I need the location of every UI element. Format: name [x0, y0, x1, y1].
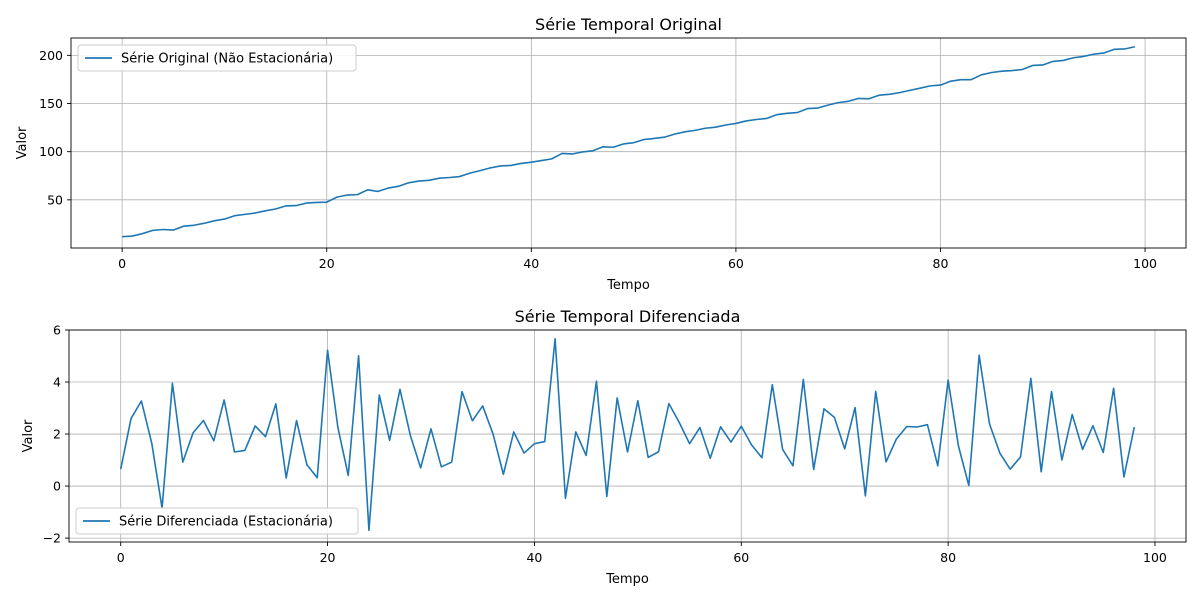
y-tick-label: 6 — [53, 323, 61, 338]
plot-area — [70, 37, 1187, 249]
y-tick-label: 100 — [39, 144, 63, 159]
x-tick-label: 0 — [118, 256, 126, 271]
y-tick-label: 150 — [39, 96, 63, 111]
x-tick-label: 60 — [733, 550, 749, 565]
legend-label: Série Original (Não Estacionária) — [121, 52, 333, 67]
y-tick-label: 50 — [47, 192, 63, 207]
y-tick-label: 4 — [53, 375, 61, 390]
legend-label: Série Diferenciada (Estacionária) — [119, 515, 333, 530]
legend-box — [77, 44, 357, 72]
plot-area — [68, 329, 1187, 543]
y-tick-label: 0 — [53, 479, 61, 494]
legend: Série Original (Não Estacionária) — [77, 44, 357, 72]
chart-title: Série Temporal Diferenciada — [515, 307, 741, 326]
y-axis-label: Valor — [15, 126, 30, 159]
x-tick-label: 100 — [1133, 256, 1157, 271]
x-tick-label: 100 — [1143, 550, 1167, 565]
series-line — [119, 338, 1136, 532]
x-axis-label: Tempo — [605, 572, 649, 587]
legend: Série Diferenciada (Estacionária) — [75, 507, 359, 535]
x-tick-label: 20 — [320, 550, 336, 565]
y-tick-label: 2 — [53, 427, 61, 442]
chart-2: 0 20 40 60 80 100 −2 0 2 4 6 Série Temporal Diferen… — [21, 307, 1187, 587]
x-tick-label: 40 — [526, 550, 542, 565]
y-tick-label: 200 — [39, 48, 63, 63]
chart-1: 0 20 40 60 80 100 50 100 150 200 Série Temporal Or… — [15, 15, 1187, 293]
legend-box — [75, 507, 359, 535]
x-tick-label: 20 — [319, 256, 335, 271]
chart-title: Série Temporal Original — [535, 15, 722, 34]
x-tick-label: 0 — [117, 550, 125, 565]
x-tick-label: 40 — [523, 256, 539, 271]
series-line — [122, 45, 1136, 238]
x-tick-label: 80 — [940, 550, 956, 565]
y-tick-label: −2 — [43, 531, 61, 546]
x-tick-label: 80 — [933, 256, 949, 271]
x-axis-label: Tempo — [606, 278, 650, 293]
x-tick-label: 60 — [728, 256, 744, 271]
y-axis-label: Valor — [21, 419, 36, 452]
